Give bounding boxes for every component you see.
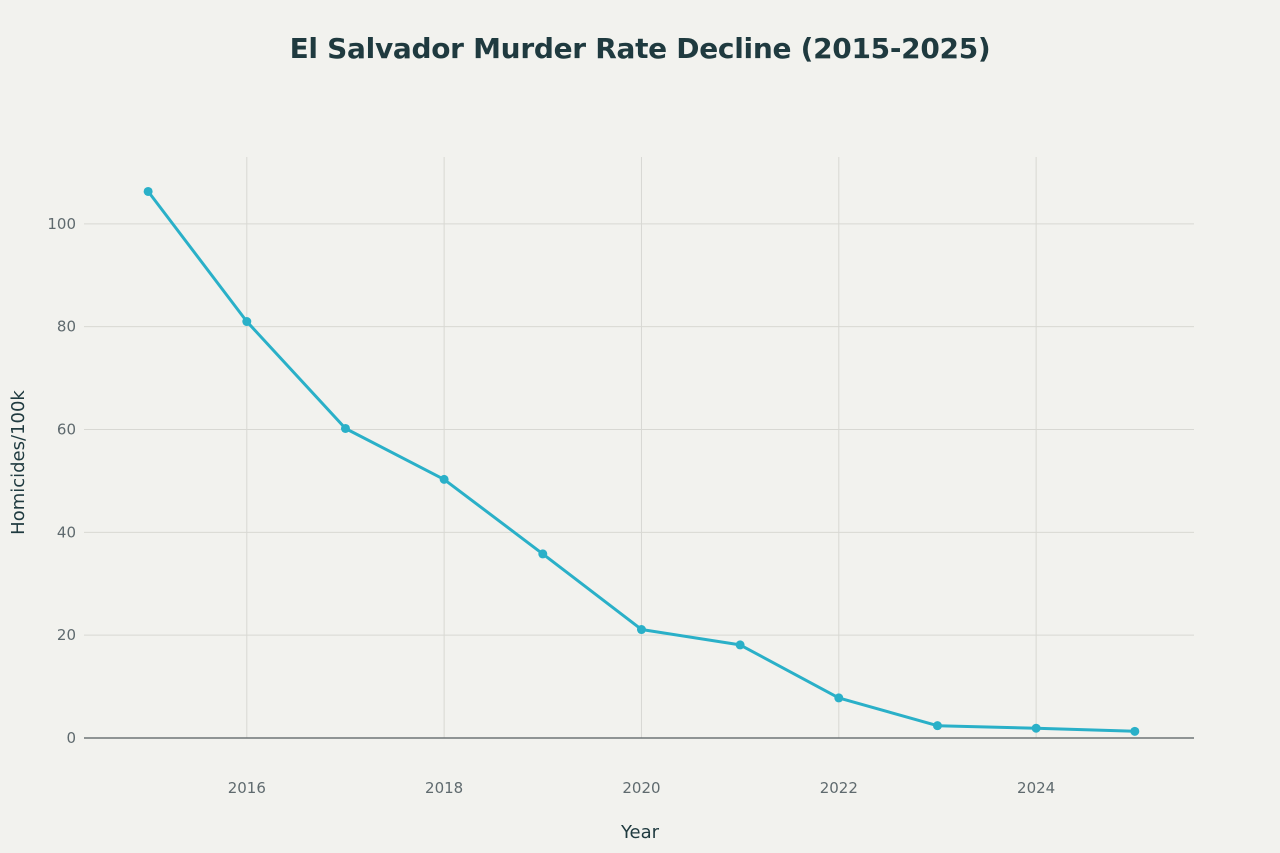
series-layer: [143, 186, 1140, 736]
y-tick-label: 20: [57, 626, 76, 644]
grid-layer: [84, 157, 1194, 738]
data-point[interactable]: [242, 317, 252, 327]
x-tick-label: 2020: [622, 779, 660, 797]
data-point[interactable]: [1130, 726, 1140, 736]
x-tick-label: 2022: [820, 779, 858, 797]
chart-title: El Salvador Murder Rate Decline (2015-20…: [289, 32, 991, 65]
x-axis-title: Year: [620, 822, 660, 843]
data-point[interactable]: [932, 721, 942, 731]
data-point[interactable]: [1031, 723, 1041, 733]
x-tick-label: 2016: [228, 779, 266, 797]
data-point[interactable]: [636, 625, 646, 635]
y-tick-label: 100: [47, 215, 76, 233]
x-tick-label: 2024: [1017, 779, 1055, 797]
y-axis-title: Homicides/100k: [8, 390, 29, 535]
axis-layer: 2016 2018 2020 2022 2024 0 20 40 60 80 100: [47, 215, 1194, 797]
data-point[interactable]: [143, 186, 153, 196]
y-tick-label: 60: [57, 421, 76, 439]
data-point[interactable]: [834, 693, 844, 703]
data-point[interactable]: [735, 640, 745, 650]
y-tick-label: 80: [57, 318, 76, 336]
data-point[interactable]: [538, 549, 548, 559]
x-tick-label: 2018: [425, 779, 463, 797]
data-point[interactable]: [340, 423, 350, 433]
data-point[interactable]: [439, 474, 449, 484]
y-tick-label: 0: [66, 729, 76, 747]
y-tick-label: 40: [57, 523, 76, 541]
